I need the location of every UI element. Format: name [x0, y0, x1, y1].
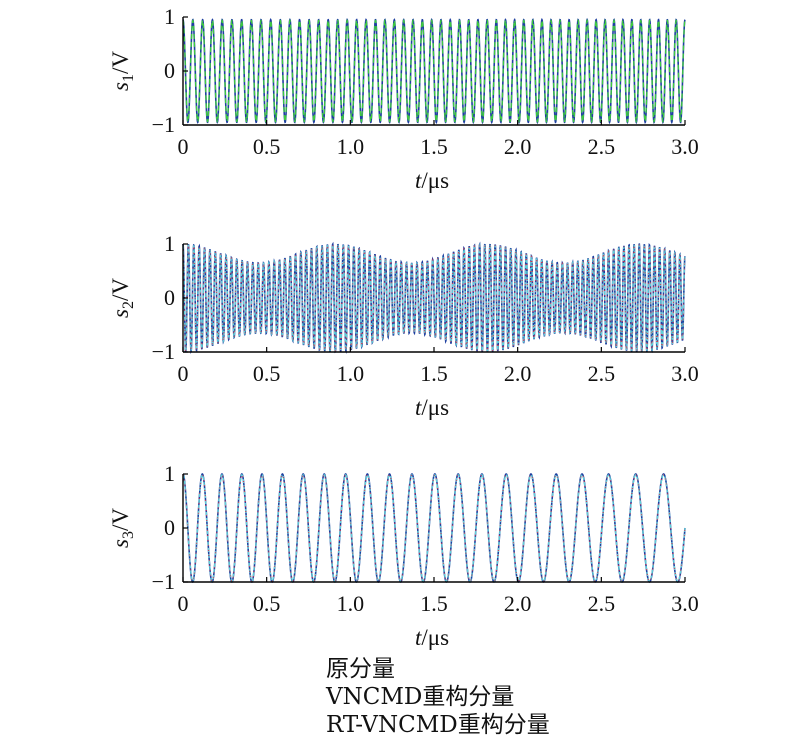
x-axis-label: t/μs: [415, 168, 449, 193]
x-tick-label: 1.5: [420, 361, 448, 386]
x-tick-label: 0.5: [253, 361, 281, 386]
x-tick-label: 0: [178, 361, 189, 386]
legend-label-original: 原分量: [326, 656, 395, 682]
y-axis-label: s2/V: [108, 278, 137, 318]
y-axis-label: s1/V: [108, 51, 137, 91]
x-tick-label: 2.0: [504, 134, 532, 159]
y-tick-label: −1: [152, 339, 175, 364]
legend-label-rt-vncmd: RT-VNCMD重构分量: [326, 712, 550, 738]
x-tick-label: 3.0: [671, 134, 699, 159]
y-tick-label: 0: [164, 58, 175, 83]
legend-label-vncmd: VNCMD重构分量: [326, 684, 515, 710]
y-axis-label: s3/V: [108, 508, 137, 548]
x-tick-label: 1.0: [337, 591, 365, 616]
y-tick-label: 1: [164, 4, 175, 29]
x-tick-label: 0: [178, 591, 189, 616]
legend-item-original: 原分量: [268, 655, 668, 683]
x-tick-label: 0.5: [253, 591, 281, 616]
x-tick-label: 3.0: [671, 361, 699, 386]
legend: 原分量 VNCMD重构分量 RT-VNCMD重构分量: [268, 655, 668, 739]
x-tick-label: 1.5: [420, 591, 448, 616]
x-tick-label: 0: [178, 134, 189, 159]
legend-item-vncmd: VNCMD重构分量: [268, 683, 668, 711]
x-tick-label: 2.5: [588, 361, 616, 386]
series-original-line: [182, 473, 686, 583]
x-tick-label: 2.5: [588, 591, 616, 616]
series-vncmd-line: [182, 19, 686, 124]
series-rt-vncmd-line: [182, 474, 686, 582]
y-tick-label: 0: [164, 515, 175, 540]
x-axis-label: t/μs: [415, 395, 449, 420]
y-tick-label: −1: [152, 112, 175, 137]
y-tick-label: 1: [164, 461, 175, 486]
x-tick-label: 2.0: [504, 361, 532, 386]
y-tick-label: 0: [164, 285, 175, 310]
series-vncmd-line: [182, 474, 686, 582]
x-tick-label: 1.5: [420, 134, 448, 159]
x-axis-label: t/μs: [415, 625, 449, 650]
x-tick-label: 1.0: [337, 361, 365, 386]
legend-item-rt-vncmd: RT-VNCMD重构分量: [268, 711, 668, 739]
x-tick-label: 2.0: [504, 591, 532, 616]
x-tick-label: 0.5: [253, 134, 281, 159]
series-rt-vncmd-line: [182, 243, 686, 353]
x-tick-label: 2.5: [588, 134, 616, 159]
x-tick-label: 1.0: [337, 134, 365, 159]
x-tick-label: 3.0: [671, 591, 699, 616]
series-vncmd-line: [182, 242, 686, 353]
y-tick-label: 1: [164, 231, 175, 256]
y-tick-label: −1: [152, 569, 175, 594]
